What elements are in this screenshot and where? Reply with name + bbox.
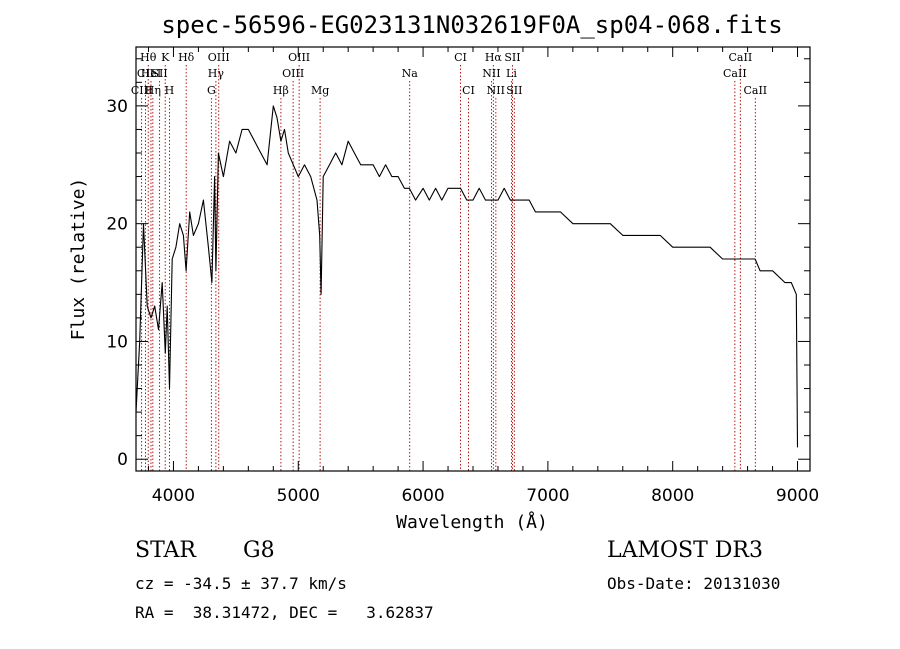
coordinates-text: RA = 38.31472, DEC = 3.62837 — [135, 603, 434, 622]
axes: 4000 5000 6000 7000 8000 9000 0 10 20 30 — [106, 47, 819, 506]
line-id-label: NII — [482, 67, 500, 80]
line-id-label: CaII — [743, 84, 767, 97]
y-tick-label: 30 — [106, 97, 128, 117]
line-id-label: Hθ — [140, 51, 157, 64]
x-tick-label: 6000 — [401, 486, 444, 506]
line-id-label: CI — [454, 51, 467, 64]
line-id-label: OIII — [282, 67, 304, 80]
line-id-label: CaII — [729, 51, 753, 64]
line-id-label: OIII — [208, 51, 230, 64]
redshift-text: cz = -34.5 ± 37.7 km/s — [135, 574, 347, 593]
line-id-label: CI — [462, 84, 475, 97]
y-tick-label: 10 — [106, 332, 128, 352]
object-subclass: G8 — [243, 538, 275, 563]
series-group — [135, 105, 799, 448]
line-id-label: Hα — [485, 51, 503, 64]
obs-date-text: Obs-Date: 20131030 — [607, 574, 781, 593]
line-id-label: Hβ — [273, 84, 289, 97]
spectrum-line — [135, 105, 799, 448]
line-id-label: Mg — [311, 84, 329, 97]
y-tick-label: 0 — [117, 450, 128, 470]
line-id-label: Hη — [145, 84, 161, 97]
line-id-label: Hγ — [208, 67, 225, 80]
y-axis-label: Flux (relative) — [68, 178, 89, 341]
line-id-label: OIII — [288, 51, 310, 64]
x-tick-label: 9000 — [776, 486, 819, 506]
x-tick-label: 7000 — [526, 486, 569, 506]
x-tick-label: 4000 — [152, 486, 195, 506]
line-id-label: G — [207, 84, 216, 97]
line-id-label: Na — [402, 67, 419, 80]
x-tick-label: 8000 — [651, 486, 694, 506]
line-id-label: CII — [137, 67, 154, 80]
line-id-label: SII — [151, 67, 167, 80]
object-class: STAR — [135, 538, 196, 563]
x-tick-label: 5000 — [277, 486, 320, 506]
x-axis-label: Wavelength (Å) — [396, 511, 548, 533]
chart-title: spec-56596-EG023131N032619F0A_sp04-068.f… — [161, 11, 782, 39]
line-id-label: K — [161, 51, 170, 64]
survey-name: LAMOST DR3 — [607, 538, 763, 563]
line-id-label: SII — [504, 51, 520, 64]
line-id-label: SII — [506, 84, 522, 97]
line-id-label: Li — [506, 67, 517, 80]
plot-frame — [135, 46, 811, 472]
line-id-label: NII — [487, 84, 505, 97]
line-id-label: H — [165, 84, 175, 97]
line-id-label: HeI — [141, 67, 161, 80]
line-id-label: CaII — [723, 67, 747, 80]
line-id-label: Hδ — [178, 51, 195, 64]
y-tick-label: 20 — [106, 215, 128, 235]
